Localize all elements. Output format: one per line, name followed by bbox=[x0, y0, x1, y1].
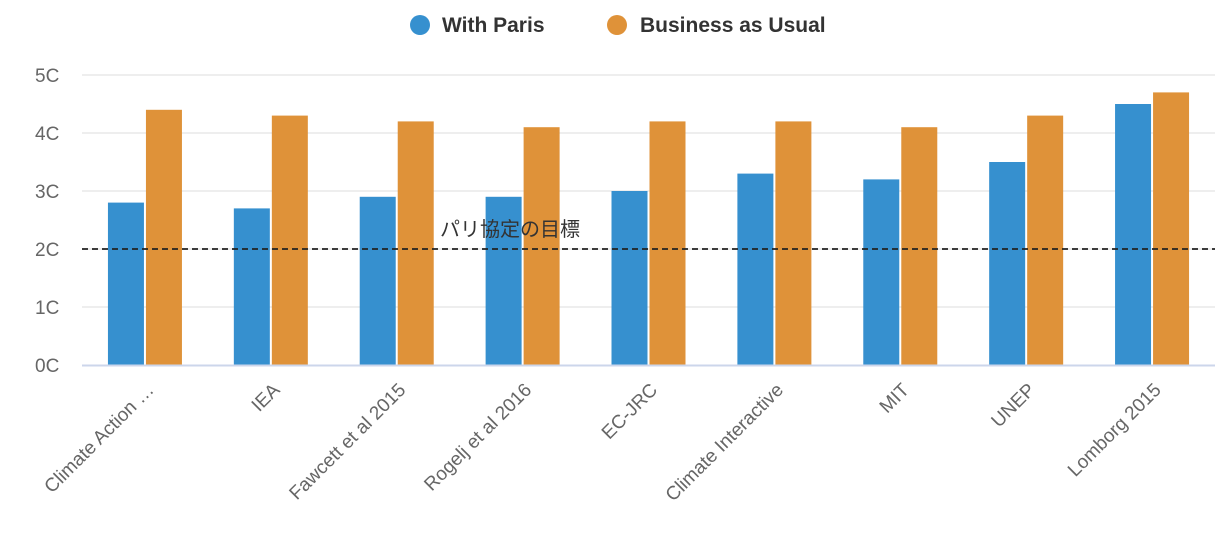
bar-with-paris[interactable] bbox=[233, 208, 270, 365]
bar-business-as-usual[interactable] bbox=[901, 127, 938, 365]
x-tick-label: MIT bbox=[876, 379, 914, 417]
bar-business-as-usual[interactable] bbox=[145, 109, 182, 365]
legend-label-with-paris[interactable]: With Paris bbox=[442, 14, 545, 37]
x-tick-label: Fawcett et al 2015 bbox=[286, 380, 411, 505]
bar-business-as-usual[interactable] bbox=[1153, 92, 1190, 366]
y-tick-label: 4C bbox=[35, 124, 59, 145]
y-tick-label: 0C bbox=[35, 356, 59, 377]
x-tick-label: EC-JRC bbox=[598, 380, 662, 444]
bar-business-as-usual[interactable] bbox=[775, 121, 812, 366]
x-tick-label: Climate Interactive bbox=[662, 380, 788, 506]
y-tick-label: 2C bbox=[35, 240, 59, 261]
bar-with-paris[interactable] bbox=[485, 196, 522, 365]
bar-with-paris[interactable] bbox=[737, 173, 774, 365]
bar-with-paris[interactable] bbox=[989, 162, 1026, 365]
x-tick-label: Rogelj et al 2016 bbox=[420, 380, 536, 496]
reference-line: パリ協定の目標 bbox=[82, 217, 1215, 250]
target-line-label: パリ協定の目標 bbox=[440, 217, 580, 241]
bar-with-paris[interactable] bbox=[107, 202, 144, 365]
x-tick-label: Lomborg 2015 bbox=[1064, 380, 1166, 482]
y-tick-label: 3C bbox=[35, 182, 59, 203]
x-axis: Climate Action … IEA Fawcett et al 2015 Rog… bbox=[41, 379, 1166, 505]
bar-business-as-usual[interactable] bbox=[649, 121, 686, 366]
x-tick-label: Climate Action … bbox=[41, 380, 159, 498]
y-tick-label: 1C bbox=[35, 298, 59, 319]
legend-marker-with-paris[interactable] bbox=[410, 15, 430, 35]
legend-label-business-as-usual[interactable]: Business as Usual bbox=[640, 14, 826, 37]
bar-with-paris[interactable] bbox=[611, 191, 648, 365]
y-axis: 0C 1C 2C 3C 4C 5C bbox=[35, 66, 59, 377]
bar-with-paris[interactable] bbox=[863, 179, 900, 365]
x-tick-label: UNEP bbox=[988, 380, 1040, 432]
x-tick-label: IEA bbox=[248, 379, 285, 416]
bars bbox=[107, 92, 1190, 366]
bar-with-paris[interactable] bbox=[359, 196, 396, 365]
y-tick-label: 5C bbox=[35, 66, 59, 87]
bar-business-as-usual[interactable] bbox=[271, 115, 308, 365]
legend: With Paris Business as Usual bbox=[410, 14, 826, 37]
bar-with-paris[interactable] bbox=[1115, 104, 1152, 365]
bar-business-as-usual[interactable] bbox=[523, 127, 560, 365]
bar-business-as-usual[interactable] bbox=[1027, 115, 1064, 365]
legend-marker-business-as-usual[interactable] bbox=[607, 15, 627, 35]
bar-business-as-usual[interactable] bbox=[397, 121, 434, 366]
